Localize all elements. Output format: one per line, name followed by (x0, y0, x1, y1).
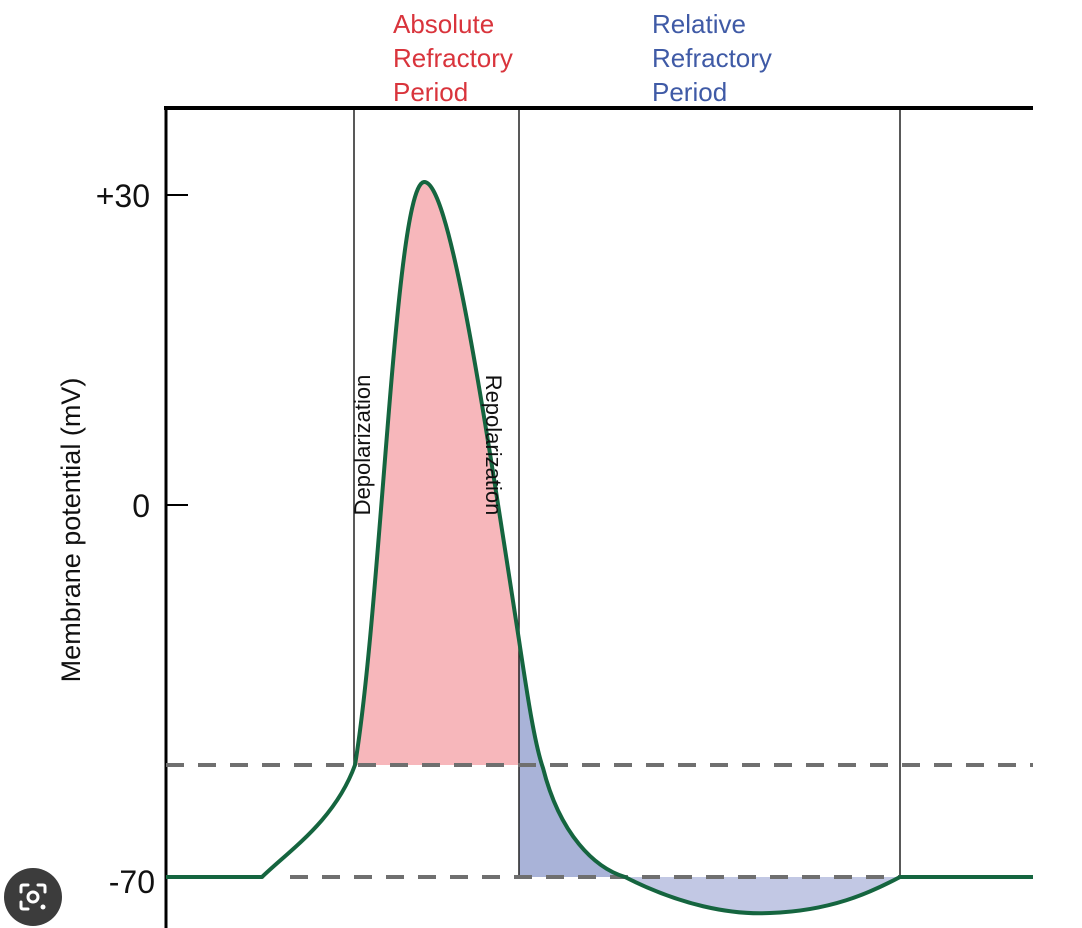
tick-label-plus30: +30 (96, 178, 150, 214)
tick-label-minus70: -70 (109, 864, 155, 900)
lens-search-icon (19, 883, 47, 911)
absolute-refractory-fill (355, 181, 519, 766)
y-axis-label: Membrane potential (mV) (56, 378, 86, 683)
relative-refractory-fill (519, 640, 625, 877)
absolute-title-line-1: Absolute (393, 9, 494, 39)
relative-title-line-2: Refractory (652, 43, 772, 73)
tick-label-zero: 0 (132, 488, 150, 524)
lens-search-button[interactable] (4, 868, 62, 926)
relative-title-line-1: Relative (652, 9, 746, 39)
absolute-title-line-2: Refractory (393, 43, 513, 73)
action-potential-trace (166, 179, 1033, 916)
absolute-title-line-3: Period (393, 77, 468, 107)
repolarization-label: Repolarization (481, 375, 506, 516)
depolarization-label: Depolarization (350, 375, 375, 516)
relative-title-line-3: Period (652, 77, 727, 107)
